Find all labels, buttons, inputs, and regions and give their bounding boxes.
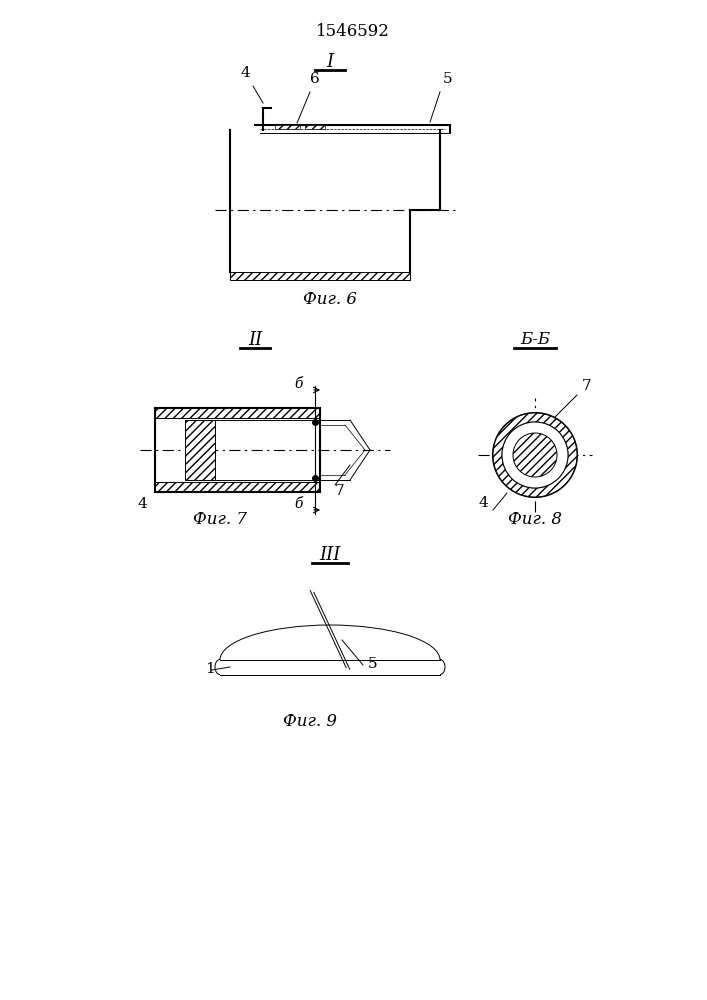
Text: б: б	[295, 377, 303, 391]
Bar	[155, 482, 320, 492]
Text: III: III	[320, 546, 341, 564]
Text: б: б	[295, 497, 303, 511]
Text: 7: 7	[335, 484, 345, 498]
Text: Б-Б: Б-Б	[520, 332, 550, 349]
Text: 4: 4	[137, 497, 147, 511]
Circle shape	[513, 433, 557, 477]
Text: Фиг. 8: Фиг. 8	[508, 512, 562, 528]
Text: 5: 5	[368, 657, 378, 671]
Text: 1546592: 1546592	[316, 23, 390, 40]
Text: II: II	[248, 331, 262, 349]
Text: 4: 4	[478, 496, 488, 510]
Polygon shape	[338, 660, 440, 675]
Text: 4: 4	[240, 66, 250, 80]
Text: Фиг. 7: Фиг. 7	[193, 512, 247, 528]
Bar	[185, 420, 215, 480]
Text: 6: 6	[310, 72, 320, 86]
Wedge shape	[493, 413, 577, 497]
Bar	[305, 125, 325, 129]
Circle shape	[502, 422, 568, 488]
Bar	[275, 125, 300, 129]
Text: 5: 5	[443, 72, 452, 86]
Polygon shape	[220, 660, 322, 675]
Text: 1: 1	[205, 662, 215, 676]
Bar	[230, 272, 410, 280]
Text: I: I	[327, 53, 334, 71]
Bar	[155, 408, 320, 418]
Text: Фиг. 9: Фиг. 9	[283, 714, 337, 730]
Text: 7: 7	[582, 379, 592, 393]
Text: Фиг. 6: Фиг. 6	[303, 292, 357, 308]
